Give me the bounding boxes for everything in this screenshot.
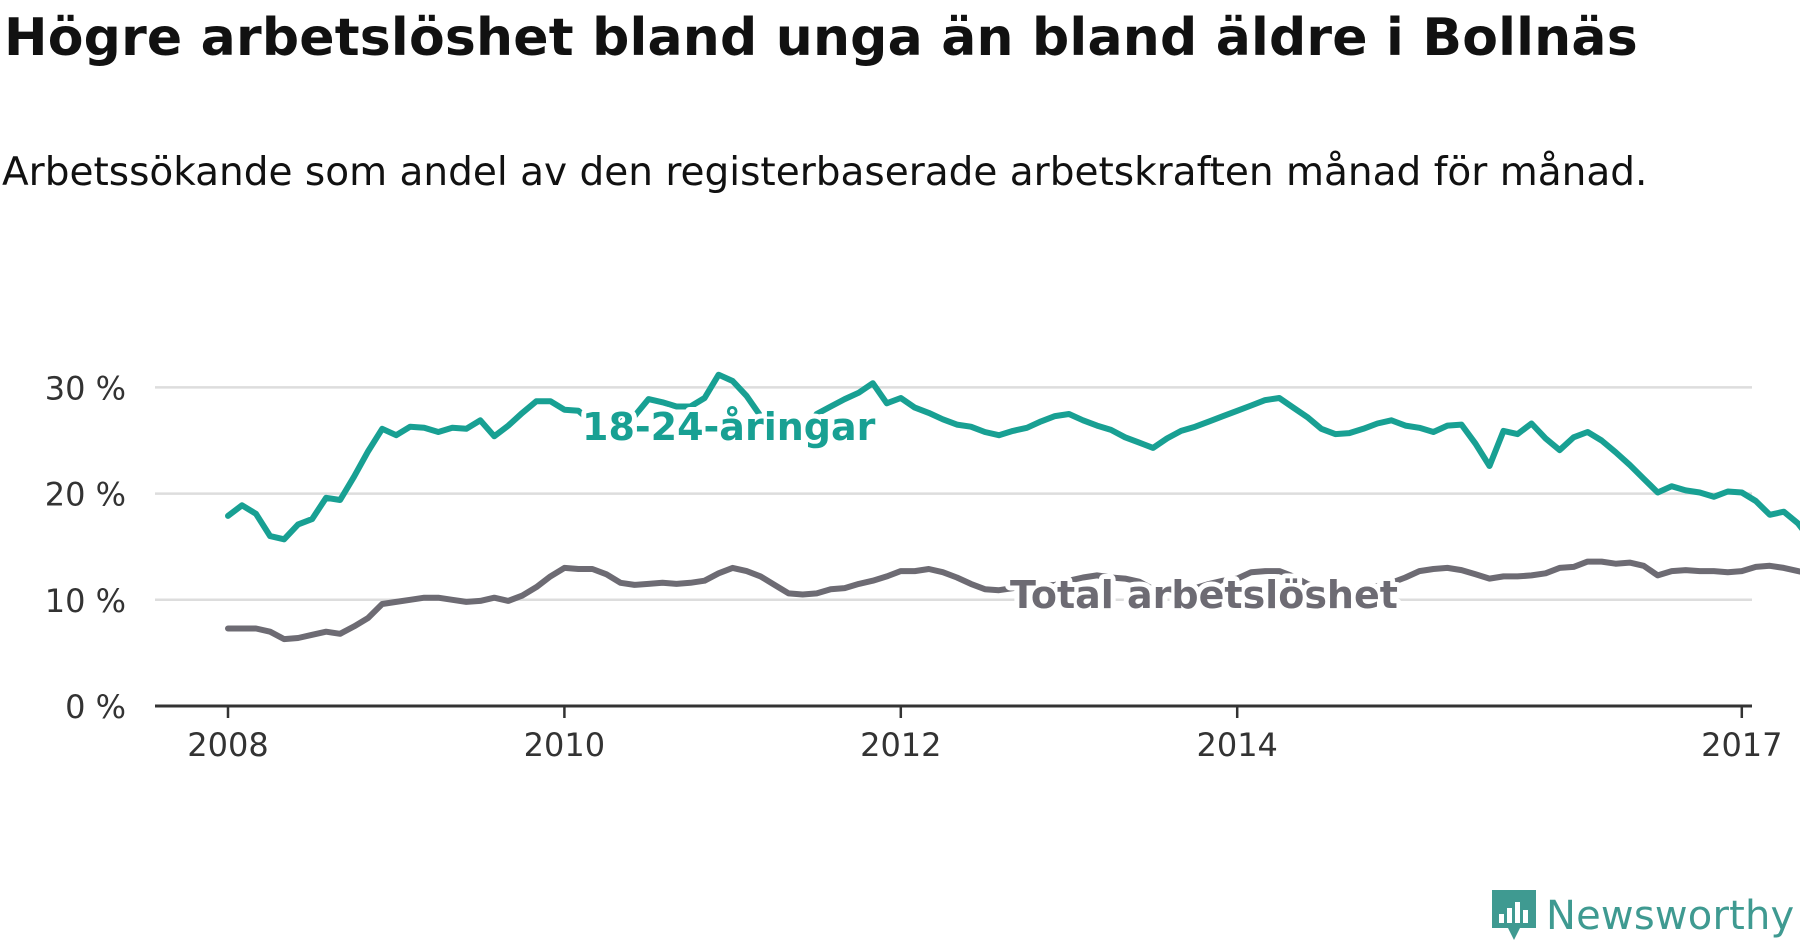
x-tick-label: 2014 [1196, 726, 1277, 764]
x-axis: 200820102012201420172019202120232025 [155, 704, 1783, 764]
x-tick-label: 2008 [187, 726, 268, 764]
gridlines [155, 386, 1752, 602]
y-tick-label: 0 % [65, 688, 126, 726]
chart-title: Högre arbetslöshet bland unga än bland ä… [4, 8, 1638, 68]
newsworthy-logo: Newsworthy [1490, 888, 1794, 944]
y-tick-label: 30 % [45, 369, 126, 407]
series-line-total [225, 558, 1800, 643]
y-tick-label: 20 % [45, 476, 126, 514]
series-label-total: Total arbetslöshet [1010, 573, 1398, 617]
x-tick-label: 2017 [1701, 726, 1782, 764]
y-axis-tick-labels: 0 % 10 % 20 % 30 % [45, 369, 126, 726]
x-tick-label: 2012 [860, 726, 941, 764]
series-line-youth [225, 371, 1800, 543]
bar-chart-speech-bubble-icon [1492, 890, 1536, 940]
y-tick-label: 10 % [45, 582, 126, 620]
x-tick-label: 2010 [524, 726, 605, 764]
chart-subtitle: Arbetssökande som andel av den registerb… [2, 150, 1648, 195]
brand-name: Newsworthy [1546, 893, 1795, 939]
series-label-youth: 18-24-åringar [582, 405, 876, 449]
series-lines [225, 371, 1800, 643]
